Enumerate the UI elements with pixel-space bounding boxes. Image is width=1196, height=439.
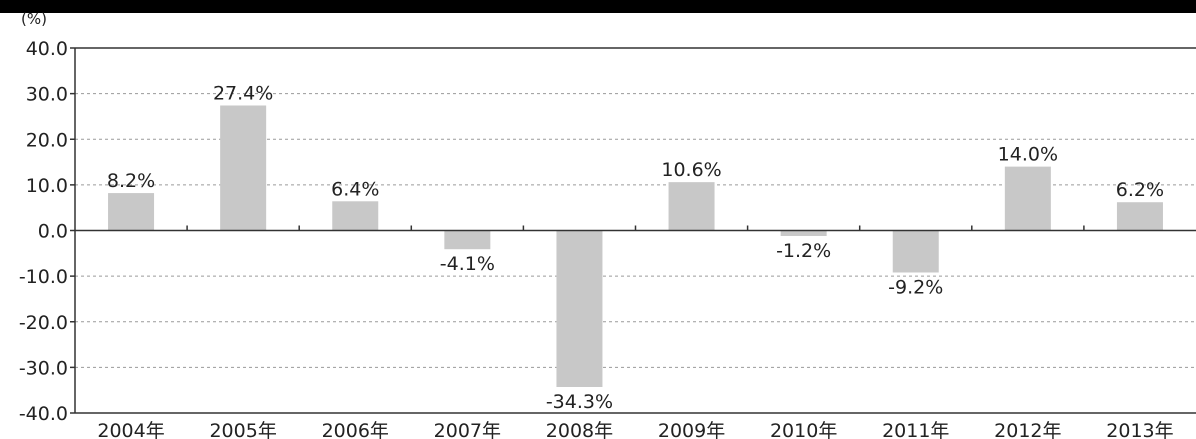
axes bbox=[70, 47, 1196, 414]
x-tick-label: 2007年 bbox=[434, 420, 501, 439]
bar-2012年 bbox=[1004, 166, 1051, 231]
x-tick-label: 2009年 bbox=[658, 420, 725, 439]
data-label: 10.6% bbox=[661, 159, 721, 181]
x-tick-label: 2012年 bbox=[994, 420, 1061, 439]
y-unit-label: (%) bbox=[21, 10, 47, 28]
data-label: 6.4% bbox=[331, 178, 379, 200]
data-label: -9.2% bbox=[888, 276, 943, 298]
y-tick-label: 20.0 bbox=[26, 129, 68, 151]
x-tick-label: 2008年 bbox=[546, 420, 613, 439]
bar-2013年 bbox=[1116, 202, 1163, 231]
x-tick-label: 2013年 bbox=[1106, 420, 1173, 439]
bar-2005年 bbox=[220, 105, 267, 231]
x-tick-label: 2005年 bbox=[209, 420, 276, 439]
data-label: 14.0% bbox=[998, 144, 1058, 166]
data-label: 27.4% bbox=[213, 82, 273, 104]
y-tick-label: 10.0 bbox=[26, 175, 68, 197]
x-tick-label: 2004年 bbox=[97, 420, 164, 439]
y-tick-label: -10.0 bbox=[19, 266, 68, 288]
x-tick-labels: 2004年 2005年 2006年 2007年 2008年 2009年 2010年 2011年… bbox=[97, 420, 1173, 439]
bar-2010年 bbox=[780, 230, 827, 236]
y-tick-label: 30.0 bbox=[26, 84, 68, 106]
y-tick-label: -20.0 bbox=[19, 312, 68, 334]
y-tick-label: -30.0 bbox=[19, 357, 68, 379]
bar-2004年 bbox=[108, 193, 155, 231]
y-tick-label: 40.0 bbox=[26, 38, 68, 60]
bar-2007年 bbox=[444, 230, 491, 250]
bar-2008年 bbox=[556, 230, 603, 387]
y-tick-labels: 40.0 30.0 20.0 10.0 0.0 -10.0 -20.0 -30.0 -40.0 bbox=[19, 38, 68, 425]
y-tick-label: -40.0 bbox=[19, 403, 68, 425]
data-labels: 8.2% 27.4% 6.4% -4.1% -34.3% 10.6% -1.2% -9.2% 1… bbox=[107, 82, 1164, 413]
data-label: 6.2% bbox=[1116, 179, 1164, 201]
y-tick-label: 0.0 bbox=[38, 221, 68, 243]
data-label: -1.2% bbox=[776, 240, 831, 262]
x-tick-label: 2011年 bbox=[882, 420, 949, 439]
data-label: -34.3% bbox=[546, 391, 613, 413]
x-tick-label: 2010年 bbox=[770, 420, 837, 439]
bar-2009年 bbox=[668, 182, 715, 231]
data-label: 8.2% bbox=[107, 170, 155, 192]
bar-2006年 bbox=[332, 201, 379, 231]
bar-2011年 bbox=[892, 230, 939, 273]
top-bar bbox=[0, 0, 1196, 13]
x-tick-label: 2006年 bbox=[322, 420, 389, 439]
bars bbox=[108, 105, 1163, 387]
data-label: -4.1% bbox=[440, 253, 495, 275]
